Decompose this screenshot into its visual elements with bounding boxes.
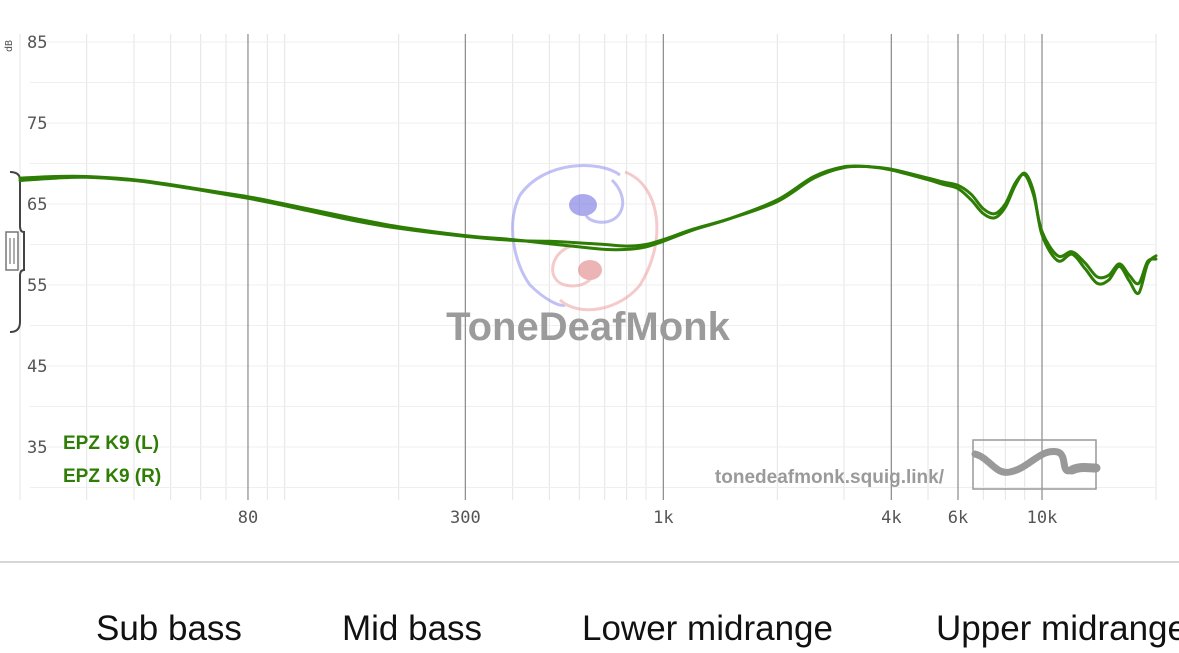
legend: EPZ K9 (L) EPZ K9 (R) (63, 433, 161, 487)
y-axis-ticks: 85 75 65 55 45 35 (27, 33, 47, 458)
target-curve-icon[interactable] (971, 439, 1101, 490)
x-axis-ticks: 80 300 1k 4k 6k 10k (238, 508, 1058, 528)
legend-entry-left[interactable]: EPZ K9 (L) (63, 433, 159, 454)
x-tick-label: 4k (881, 508, 901, 528)
x-tick-label: 80 (238, 508, 258, 528)
legend-entry-right[interactable]: EPZ K9 (R) (63, 466, 161, 487)
x-tick-label: 6k (948, 508, 968, 528)
x-tick-label: 1k (653, 508, 673, 528)
section-divider (0, 561, 1179, 563)
y-scale-handle[interactable] (5, 171, 25, 333)
series-line-right[interactable] (18, 164, 1158, 286)
y-axis-unit-label: dB (4, 40, 15, 52)
band-label-sub-bass: Sub bass (96, 609, 242, 648)
y-tick-label: 55 (27, 276, 47, 296)
band-label-upper-midrange: Upper midrange (936, 609, 1179, 648)
y-tick-label: 85 (27, 33, 47, 53)
y-tick-label: 35 (27, 438, 47, 458)
y-tick-label: 75 (27, 114, 47, 134)
series-lines (18, 164, 1158, 296)
site-url-text: tonedeafmonk.squig.link/ (715, 467, 945, 488)
y-tick-label: 65 (27, 195, 47, 215)
tonedeafmonk-logo (511, 164, 659, 312)
band-label-lower-midrange: Lower midrange (582, 609, 833, 648)
watermark-text: ToneDeafMonk (446, 305, 730, 349)
x-tick-label: 300 (450, 508, 481, 528)
band-label-mid-bass: Mid bass (342, 609, 483, 648)
x-tick-label: 10k (1027, 508, 1058, 528)
frequency-response-chart: 85 75 65 55 45 35 dB 80 300 1k 4k 6k 10k ToneDeafM… (4, 33, 1158, 528)
grid-lines (19, 34, 1157, 500)
y-tick-label: 45 (27, 357, 47, 377)
